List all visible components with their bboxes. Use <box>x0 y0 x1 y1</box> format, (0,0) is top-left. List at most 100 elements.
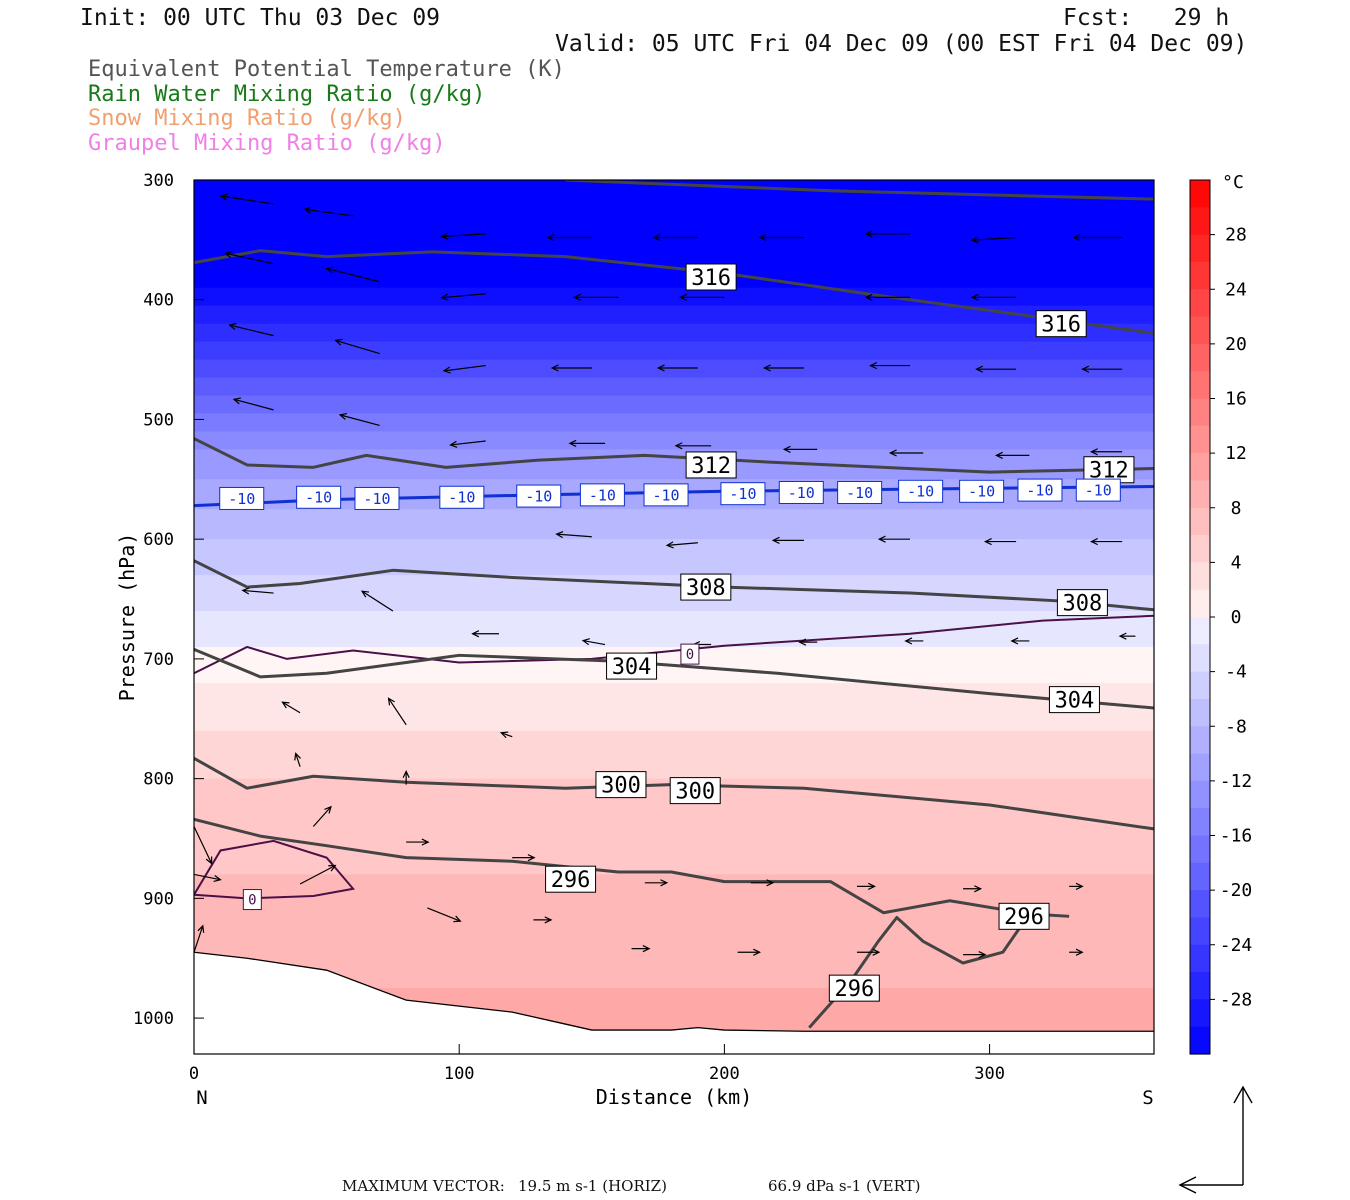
wind-vector <box>869 361 911 370</box>
colorbar-swatch <box>1190 371 1210 400</box>
wind-vector <box>533 916 553 924</box>
temperature-band <box>194 455 1154 462</box>
temperature-band <box>194 1012 1154 1019</box>
temperature-band <box>194 341 1154 349</box>
isotherm-minus10-label-text: -10 <box>448 489 475 507</box>
temperature-band <box>194 377 1154 385</box>
wind-vector-head <box>974 885 983 893</box>
colorbar-swatch <box>1190 835 1210 864</box>
wind-vector-head <box>798 638 807 646</box>
wind-vector-head <box>223 251 233 259</box>
temperature-band <box>194 904 1154 911</box>
isotherm-minus10-label: -10 <box>1075 478 1121 502</box>
temperature-band <box>194 425 1154 433</box>
wind-vector-head <box>213 874 222 883</box>
temperature-band <box>194 593 1154 600</box>
wind-vector-head <box>449 440 458 448</box>
wind-vector-head <box>665 541 674 549</box>
legend-graupel: Graupel Mixing Ratio (g/kg) <box>88 131 446 156</box>
temperature-band <box>194 736 1154 744</box>
isotherm-zero-label-box <box>242 889 262 911</box>
temperature-band <box>194 335 1154 343</box>
isotherm-minus10-label-text: -10 <box>1085 481 1112 499</box>
wind-vector <box>888 449 924 457</box>
temperature-band <box>194 982 1154 989</box>
theta-e-label-text: 296 <box>551 868 591 893</box>
isotherm-minus10-label: -10 <box>720 482 766 506</box>
theta-e-contour-312 <box>194 437 1154 474</box>
wind-vector-shaft <box>312 806 332 827</box>
plot-frame <box>193 179 1155 1055</box>
colorbar-tick-label: -20 <box>1220 880 1253 901</box>
y-tick-label: 700 <box>143 650 174 670</box>
temperature-band <box>194 862 1154 870</box>
wind-vector-head <box>294 752 301 761</box>
theta-e-label-box <box>828 974 880 1002</box>
temperature-band <box>194 946 1154 953</box>
temperature-band <box>194 197 1154 205</box>
temperature-band <box>194 760 1154 768</box>
temperature-band <box>194 359 1154 367</box>
wind-vector-head <box>1118 632 1127 640</box>
isotherm-zero-label-text: 0 <box>686 647 694 663</box>
wind-vector-head <box>281 701 290 709</box>
isotherm-minus10-label-box <box>778 480 824 504</box>
isotherm-minus10-label-text: -10 <box>589 486 616 504</box>
wind-vector-head <box>471 630 480 638</box>
temperature-band <box>194 515 1154 522</box>
temperature-band <box>194 617 1154 624</box>
wind-vector-head <box>983 537 992 546</box>
wind-vector <box>771 536 804 544</box>
wind-vector-shaft <box>194 925 204 953</box>
wind-vector-head <box>555 531 564 539</box>
isotherm-minus10-label-box <box>439 485 485 509</box>
theta-e-label: 300 <box>669 777 721 805</box>
wind-vector-head <box>232 397 241 405</box>
theta-e-label: 304 <box>606 652 658 680</box>
theta-e-label: 304 <box>1048 686 1100 714</box>
temperature-band <box>194 509 1154 516</box>
wind-vector-shaft <box>501 732 513 738</box>
temperature-band <box>194 227 1154 235</box>
temperature-band <box>194 880 1154 887</box>
temperature-band <box>194 754 1154 762</box>
temperature-band <box>194 1006 1154 1013</box>
wind-vector <box>877 535 911 543</box>
theta-e-label: 296 <box>998 902 1050 930</box>
colorbar-swatch <box>1190 207 1210 236</box>
wind-vector <box>631 945 651 953</box>
theta-e-label-text: 312 <box>691 454 731 479</box>
wind-vector <box>644 879 669 887</box>
isotherm-minus10-label-box <box>354 486 400 510</box>
wind-vector-shaft <box>361 590 394 612</box>
temperature-band <box>194 395 1154 403</box>
wind-vector-shaft <box>441 233 486 238</box>
wind-vector <box>440 293 486 301</box>
wind-vector <box>674 442 712 450</box>
temperature-band <box>194 479 1154 486</box>
temperature-band <box>194 419 1154 427</box>
wind-vector-head <box>766 879 775 887</box>
colorbar: 28 24 20 16 12 8 4 0 -4 -8 -12 -16 -20 -24 -28 °C <box>1189 172 1253 1055</box>
wind-vector-shaft <box>194 873 221 881</box>
temperature-band <box>194 473 1154 480</box>
temperature-band <box>194 329 1154 337</box>
colorbar-swatch <box>1190 535 1210 563</box>
wind-vector <box>975 365 1017 373</box>
wind-vector <box>856 948 881 956</box>
theta-e-label-text: 308 <box>1063 592 1103 617</box>
isotherm-minus10-label-box <box>1075 478 1121 502</box>
wind-vector-head <box>568 439 577 447</box>
wind-vector <box>679 293 725 301</box>
wind-vector-head <box>642 945 651 953</box>
temperature-band <box>194 1000 1154 1007</box>
temperature-band <box>194 688 1154 696</box>
isotherm-minus10-label-text: -10 <box>846 484 873 502</box>
colorbar-swatch <box>1190 917 1210 946</box>
isotherm-minus10-label-box <box>959 479 1005 503</box>
wind-vector <box>402 770 410 785</box>
temperature-band <box>194 299 1154 307</box>
temperature-band <box>194 988 1154 995</box>
isotherm-minus10-label: -10 <box>1017 478 1063 502</box>
isotherm-minus10-label: -10 <box>219 486 265 510</box>
